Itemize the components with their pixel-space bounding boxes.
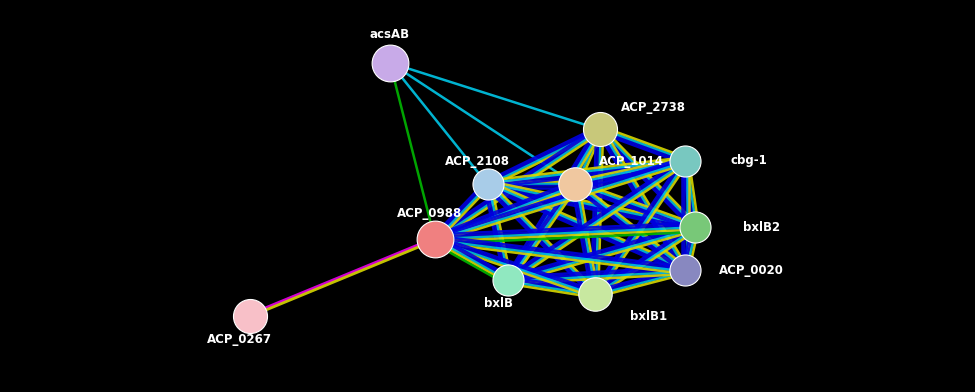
Point [678, 267, 693, 274]
Point [678, 158, 693, 164]
Point [242, 312, 257, 319]
Point [587, 291, 603, 297]
Text: ACP_1014: ACP_1014 [600, 155, 664, 168]
Point [567, 181, 583, 187]
Text: ACP_2108: ACP_2108 [446, 155, 510, 168]
Text: cbg-1: cbg-1 [730, 154, 767, 167]
Text: bxlB1: bxlB1 [630, 310, 667, 323]
Point [480, 181, 495, 187]
Point [500, 277, 516, 283]
Text: ACP_0988: ACP_0988 [398, 207, 462, 220]
Text: acsAB: acsAB [370, 28, 410, 41]
Text: ACP_0267: ACP_0267 [208, 333, 272, 347]
Text: bxlB2: bxlB2 [743, 221, 780, 234]
Point [687, 224, 703, 230]
Point [382, 60, 398, 66]
Text: ACP_0020: ACP_0020 [720, 264, 784, 277]
Point [427, 236, 443, 242]
Point [592, 126, 607, 132]
Text: ACP_2738: ACP_2738 [621, 101, 685, 114]
Text: bxlB: bxlB [484, 297, 513, 310]
